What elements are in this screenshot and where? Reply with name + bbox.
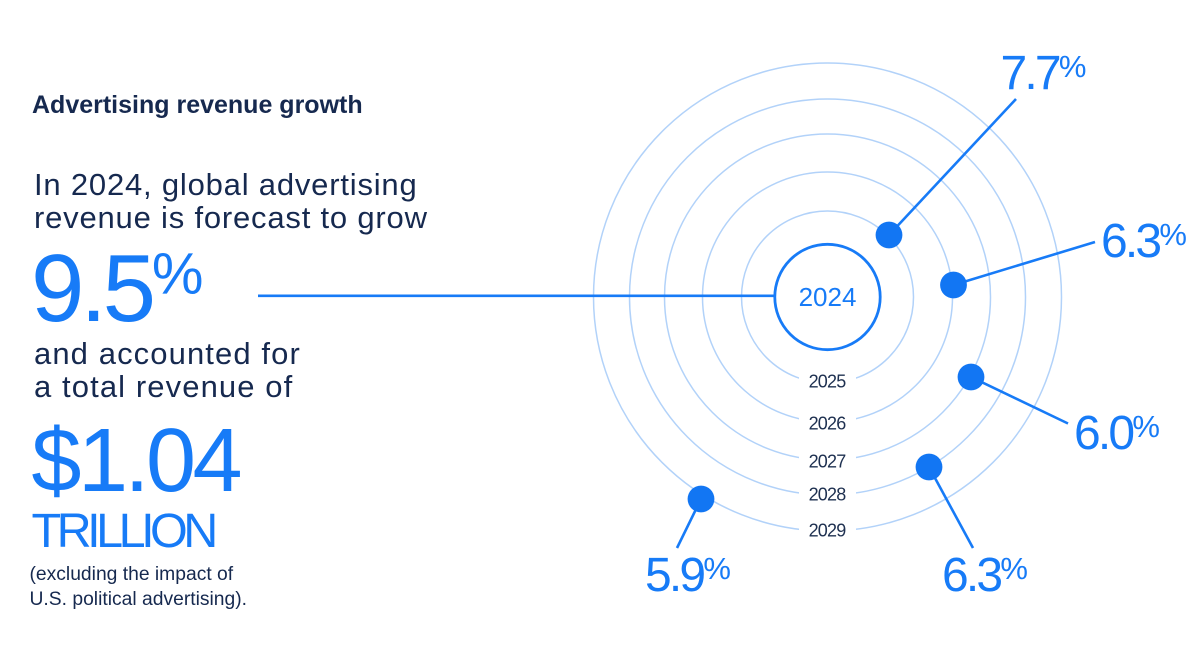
svg-text:2025: 2025 (809, 372, 847, 392)
svg-text:2029: 2029 (809, 521, 847, 541)
svg-text:2026: 2026 (809, 414, 847, 434)
svg-text:2027: 2027 (809, 452, 847, 472)
svg-text:2028: 2028 (809, 485, 847, 505)
svg-text:2024: 2024 (799, 282, 857, 312)
